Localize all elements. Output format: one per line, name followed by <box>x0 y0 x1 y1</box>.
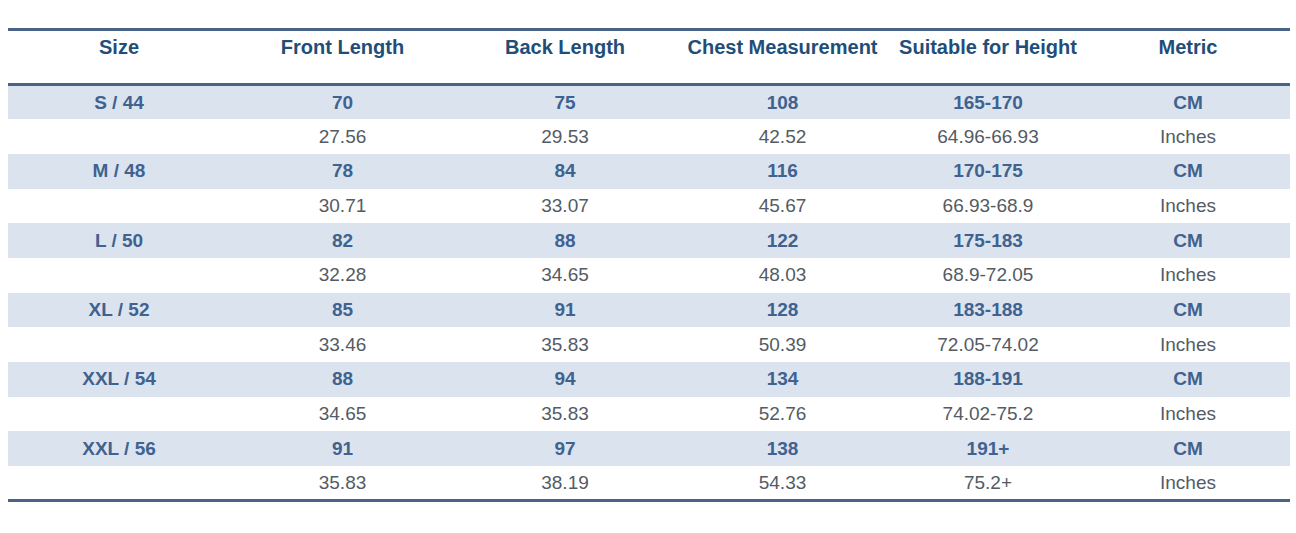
column-header-suitable-for-height: Suitable for Height <box>890 30 1086 85</box>
metric-unit-label: CM <box>1086 154 1290 189</box>
back-length-value: 91 <box>455 293 675 328</box>
front-length-value: 70 <box>230 85 455 120</box>
front-length-value: 33.46 <box>230 327 455 362</box>
height-range-value: 175-183 <box>890 223 1086 258</box>
column-header-metric: Metric <box>1086 30 1290 85</box>
chest-measurement-value: 122 <box>675 223 890 258</box>
back-length-value: 38.19 <box>455 466 675 501</box>
front-length-value: 88 <box>230 362 455 397</box>
metric-unit-label: CM <box>1086 85 1290 120</box>
size-chart-table: Size Front Length Back Length Chest Meas… <box>8 28 1290 502</box>
front-length-value: 30.71 <box>230 189 455 224</box>
header-row: Size Front Length Back Length Chest Meas… <box>8 30 1290 85</box>
height-range-value: 66.93-68.9 <box>890 189 1086 224</box>
size-label <box>8 327 230 362</box>
front-length-value: 78 <box>230 154 455 189</box>
height-range-value: 74.02-75.2 <box>890 397 1086 432</box>
chest-measurement-value: 128 <box>675 293 890 328</box>
chest-measurement-value: 134 <box>675 362 890 397</box>
back-length-value: 88 <box>455 223 675 258</box>
front-length-value: 34.65 <box>230 397 455 432</box>
metric-unit-label: CM <box>1086 223 1290 258</box>
metric-unit-label: CM <box>1086 293 1290 328</box>
height-range-value: 75.2+ <box>890 466 1086 501</box>
back-length-value: 35.83 <box>455 397 675 432</box>
metric-unit-label: Inches <box>1086 189 1290 224</box>
size-label: S / 44 <box>8 85 230 120</box>
height-range-value: 165-170 <box>890 85 1086 120</box>
height-range-value: 183-188 <box>890 293 1086 328</box>
height-range-value: 191+ <box>890 431 1086 466</box>
height-range-value: 64.96-66.93 <box>890 119 1086 154</box>
metric-unit-label: Inches <box>1086 327 1290 362</box>
chest-measurement-value: 42.52 <box>675 119 890 154</box>
size-label <box>8 258 230 293</box>
metric-unit-label: CM <box>1086 431 1290 466</box>
row-m48-inches: 30.71 33.07 45.67 66.93-68.9 Inches <box>8 189 1290 224</box>
height-range-value: 72.05-74.02 <box>890 327 1086 362</box>
column-header-chest-measurement: Chest Measurement <box>675 30 890 85</box>
table-header: Size Front Length Back Length Chest Meas… <box>8 30 1290 85</box>
back-length-value: 97 <box>455 431 675 466</box>
row-xxl56-inches: 35.83 38.19 54.33 75.2+ Inches <box>8 466 1290 501</box>
chest-measurement-value: 45.67 <box>675 189 890 224</box>
front-length-value: 35.83 <box>230 466 455 501</box>
chest-measurement-value: 116 <box>675 154 890 189</box>
row-s44-inches: 27.56 29.53 42.52 64.96-66.93 Inches <box>8 119 1290 154</box>
column-header-size: Size <box>8 30 230 85</box>
row-xxl54-cm: XXL / 54 88 94 134 188-191 CM <box>8 362 1290 397</box>
back-length-value: 75 <box>455 85 675 120</box>
metric-unit-label: Inches <box>1086 119 1290 154</box>
size-label <box>8 397 230 432</box>
row-l50-cm: L / 50 82 88 122 175-183 CM <box>8 223 1290 258</box>
metric-unit-label: Inches <box>1086 466 1290 501</box>
row-m48-cm: M / 48 78 84 116 170-175 CM <box>8 154 1290 189</box>
size-label: XL / 52 <box>8 293 230 328</box>
front-length-value: 27.56 <box>230 119 455 154</box>
chest-measurement-value: 108 <box>675 85 890 120</box>
chest-measurement-value: 52.76 <box>675 397 890 432</box>
back-length-value: 94 <box>455 362 675 397</box>
metric-unit-label: Inches <box>1086 258 1290 293</box>
metric-unit-label: Inches <box>1086 397 1290 432</box>
row-xxl54-inches: 34.65 35.83 52.76 74.02-75.2 Inches <box>8 397 1290 432</box>
back-length-value: 84 <box>455 154 675 189</box>
row-xl52-inches: 33.46 35.83 50.39 72.05-74.02 Inches <box>8 327 1290 362</box>
row-xl52-cm: XL / 52 85 91 128 183-188 CM <box>8 293 1290 328</box>
chest-measurement-value: 54.33 <box>675 466 890 501</box>
size-label <box>8 189 230 224</box>
row-s44-cm: S / 44 70 75 108 165-170 CM <box>8 85 1290 120</box>
size-label: XXL / 54 <box>8 362 230 397</box>
height-range-value: 68.9-72.05 <box>890 258 1086 293</box>
back-length-value: 33.07 <box>455 189 675 224</box>
front-length-value: 91 <box>230 431 455 466</box>
front-length-value: 32.28 <box>230 258 455 293</box>
chest-measurement-value: 48.03 <box>675 258 890 293</box>
column-header-back-length: Back Length <box>455 30 675 85</box>
size-label <box>8 466 230 501</box>
height-range-value: 188-191 <box>890 362 1086 397</box>
size-label: M / 48 <box>8 154 230 189</box>
front-length-value: 82 <box>230 223 455 258</box>
back-length-value: 34.65 <box>455 258 675 293</box>
front-length-value: 85 <box>230 293 455 328</box>
chest-measurement-value: 138 <box>675 431 890 466</box>
back-length-value: 29.53 <box>455 119 675 154</box>
chest-measurement-value: 50.39 <box>675 327 890 362</box>
row-l50-inches: 32.28 34.65 48.03 68.9-72.05 Inches <box>8 258 1290 293</box>
height-range-value: 170-175 <box>890 154 1086 189</box>
size-label <box>8 119 230 154</box>
column-header-front-length: Front Length <box>230 30 455 85</box>
size-label: L / 50 <box>8 223 230 258</box>
row-xxl56-cm: XXL / 56 91 97 138 191+ CM <box>8 431 1290 466</box>
metric-unit-label: CM <box>1086 362 1290 397</box>
size-label: XXL / 56 <box>8 431 230 466</box>
back-length-value: 35.83 <box>455 327 675 362</box>
table-body: S / 44 70 75 108 165-170 CM 27.56 29.53 … <box>8 85 1290 501</box>
